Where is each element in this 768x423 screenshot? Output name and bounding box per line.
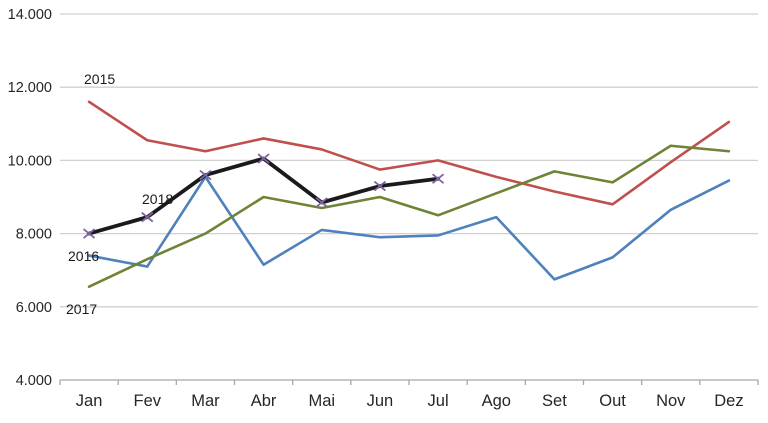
month-label: Fev xyxy=(133,392,161,410)
marker-x-icon[interactable] xyxy=(199,169,212,181)
month-label: Jun xyxy=(367,392,394,410)
marker-x-icon[interactable] xyxy=(315,197,328,208)
month-label: Jan xyxy=(76,392,103,410)
series-label-2017: 2017 xyxy=(66,301,97,317)
month-label: Set xyxy=(542,392,567,410)
y-axis-tick-label: 4.000 xyxy=(16,373,52,389)
month-label: Ago xyxy=(482,392,511,410)
month-label: Mai xyxy=(308,392,335,410)
series-label-2015: 2015 xyxy=(84,71,115,87)
month-label: Nov xyxy=(656,392,686,410)
marker-x-icon[interactable] xyxy=(373,180,386,192)
marker-x-icon[interactable] xyxy=(141,211,154,223)
series-label-2018: 2018 xyxy=(142,191,173,207)
y-axis-tick-label: 12.000 xyxy=(8,80,52,96)
series-line-2015[interactable] xyxy=(87,100,731,206)
series-line-2016[interactable] xyxy=(87,175,731,281)
marker-x-stroke xyxy=(141,211,154,223)
marker-x-stroke xyxy=(315,197,328,208)
month-label: Jul xyxy=(428,392,449,410)
marker-x-icon[interactable] xyxy=(83,228,96,239)
y-axis-tick-label: 14.000 xyxy=(8,7,52,23)
y-axis-tick-label: 10.000 xyxy=(8,153,52,169)
month-label: Out xyxy=(599,392,626,410)
marker-x-stroke xyxy=(199,169,212,181)
marker-x-stroke xyxy=(432,173,445,184)
month-label: Dez xyxy=(714,392,743,410)
marker-x-stroke xyxy=(373,180,386,192)
month-label: Mar xyxy=(191,392,220,410)
y-axis-tick-label: 6.000 xyxy=(16,300,52,316)
marker-x-icon[interactable] xyxy=(257,153,270,164)
series-line-2017[interactable] xyxy=(87,144,731,288)
month-label: Abr xyxy=(251,392,277,410)
series-label-2016: 2016 xyxy=(68,248,99,264)
marker-x-stroke xyxy=(257,153,270,164)
y-axis-tick-label: 8.000 xyxy=(16,227,52,243)
marker-x-stroke xyxy=(83,228,96,239)
marker-x-icon[interactable] xyxy=(432,173,445,184)
